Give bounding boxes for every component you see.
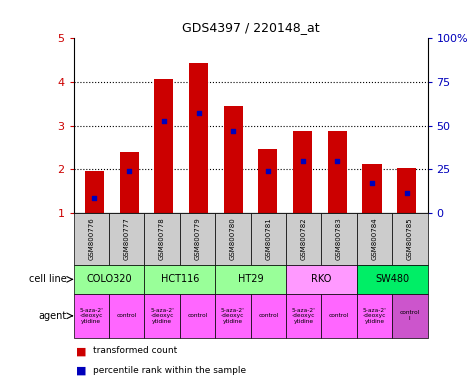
Text: ■: ■ — [76, 366, 86, 376]
Text: transformed count: transformed count — [93, 346, 177, 355]
Text: COLO320: COLO320 — [86, 274, 132, 285]
Text: GSM800784: GSM800784 — [371, 218, 378, 260]
Text: 5-aza-2'
-deoxyc
ytidine: 5-aza-2' -deoxyc ytidine — [292, 308, 315, 324]
Point — [160, 118, 168, 124]
Bar — [224, 106, 243, 213]
Text: GSM800776: GSM800776 — [88, 218, 95, 260]
Point — [125, 168, 133, 174]
Text: control: control — [187, 313, 208, 318]
Text: control: control — [258, 313, 278, 318]
Text: control
l: control l — [399, 310, 420, 321]
Bar — [189, 63, 208, 213]
Bar — [328, 131, 347, 213]
Point — [333, 158, 341, 164]
Bar — [258, 149, 277, 213]
Text: GSM800782: GSM800782 — [301, 218, 307, 260]
Point — [368, 179, 376, 185]
Text: GSM800777: GSM800777 — [124, 218, 130, 260]
Point — [403, 190, 410, 197]
Bar — [85, 171, 104, 213]
Bar — [120, 152, 139, 213]
Text: GSM800779: GSM800779 — [194, 218, 200, 260]
Text: GSM800778: GSM800778 — [159, 218, 165, 260]
Text: 5-aza-2'
-deoxyc
ytidine: 5-aza-2' -deoxyc ytidine — [362, 308, 386, 324]
Text: HCT116: HCT116 — [161, 274, 199, 285]
Text: SW480: SW480 — [375, 274, 409, 285]
Text: cell line: cell line — [29, 274, 66, 285]
Text: 5-aza-2'
-deoxyc
ytidine: 5-aza-2' -deoxyc ytidine — [150, 308, 174, 324]
Bar — [397, 168, 416, 213]
Point — [91, 195, 98, 201]
Text: RKO: RKO — [311, 274, 332, 285]
Text: GSM800783: GSM800783 — [336, 218, 342, 260]
Point — [195, 109, 202, 116]
Text: 5-aza-2'
-deoxyc
ytidine: 5-aza-2' -deoxyc ytidine — [221, 308, 245, 324]
Text: HT29: HT29 — [238, 274, 263, 285]
Text: GSM800781: GSM800781 — [265, 218, 271, 260]
Text: 5-aza-2'
-deoxyc
ytidine: 5-aza-2' -deoxyc ytidine — [79, 308, 103, 324]
Bar — [293, 131, 312, 213]
Text: agent: agent — [38, 311, 66, 321]
Text: GSM800780: GSM800780 — [230, 218, 236, 260]
Text: control: control — [329, 313, 349, 318]
Text: GSM800785: GSM800785 — [407, 218, 413, 260]
Point — [229, 128, 237, 134]
Point — [264, 168, 272, 174]
Text: control: control — [116, 313, 137, 318]
Title: GDS4397 / 220148_at: GDS4397 / 220148_at — [182, 22, 319, 35]
Text: percentile rank within the sample: percentile rank within the sample — [93, 366, 246, 374]
Bar — [362, 164, 381, 213]
Bar — [154, 79, 173, 213]
Point — [299, 158, 306, 164]
Text: ■: ■ — [76, 346, 86, 356]
